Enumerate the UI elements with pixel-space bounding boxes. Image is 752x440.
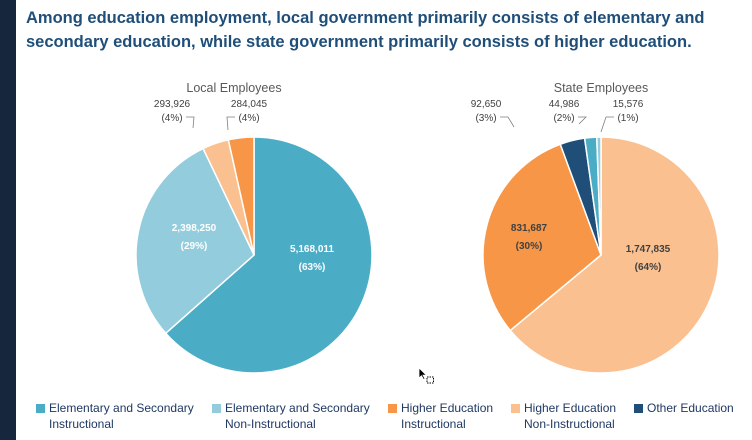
state-slice-elementary-and-secondary-non-instructional — [595, 136, 602, 256]
state-value-label: 92,650 — [471, 99, 502, 110]
local-percent-label: (29%) — [181, 241, 208, 252]
state-slice-higher-education-non-instructional — [509, 136, 720, 374]
state-value-label: 1,747,835 — [626, 244, 671, 255]
mouse-cursor-icon — [418, 367, 434, 384]
state-pie: 1,747,835 (64%) 831,687 (30%) 92,650 (3%) 44,9… — [471, 99, 720, 374]
local-value-label: 293,926 — [154, 99, 191, 110]
legend-swatch — [388, 404, 397, 413]
legend-swatch — [511, 404, 520, 413]
state-value-label: 15,576 — [613, 99, 644, 110]
state-percent-label: (1%) — [617, 113, 638, 124]
headline: Among education employment, local govern… — [26, 6, 742, 54]
local-pie: 5,168,011 (63%) 2,398,250 (29%) 293,926 (4%) 2… — [135, 99, 373, 374]
legend-label-line2: Non-Instructional — [524, 417, 615, 431]
state-pie-title: State Employees — [554, 81, 649, 95]
local-value-label: 5,168,011 — [290, 244, 334, 255]
legend-label-line1: Higher Education — [401, 401, 494, 415]
legend-label-line2: Instructional — [401, 417, 466, 431]
legend-label-line1: Other Education — [647, 401, 734, 415]
local-leader-line — [226, 116, 235, 131]
local-value-label: 2,398,250 — [172, 223, 217, 234]
legend-label-line2: Non-Instructional — [225, 417, 316, 431]
state-leader-line — [600, 116, 614, 133]
local-slice-elementary-and-secondary-instructional — [164, 136, 373, 374]
local-percent-label: (4%) — [238, 113, 259, 124]
headline-line-2: secondary education, while state governm… — [26, 33, 692, 51]
legend-label-line1: Elementary and Secondary — [49, 401, 194, 415]
slide: Among education employment, local govern… — [16, 0, 752, 440]
legend-label-line1: Elementary and Secondary — [225, 401, 370, 415]
legend-label-line1: Higher Education — [524, 401, 617, 415]
state-leader-line — [500, 116, 515, 128]
state-slice-higher-education-instructional — [482, 143, 602, 332]
state-leader-line — [578, 116, 587, 125]
state-percent-label: (2%) — [553, 113, 574, 124]
headline-line-1: Among education employment, local govern… — [26, 9, 705, 27]
local-value-label: 284,045 — [231, 99, 268, 110]
local-pie-title: Local Employees — [186, 81, 281, 95]
legend-swatch — [634, 404, 643, 413]
state-percent-label: (3%) — [475, 113, 496, 124]
local-percent-label: (63%) — [299, 262, 326, 273]
local-leader-line — [186, 116, 195, 129]
legend-swatch — [212, 404, 221, 413]
local-slice-higher-education-instructional — [227, 136, 255, 256]
state-value-label: 44,986 — [549, 99, 580, 110]
legend-label-line2: Instructional — [49, 417, 114, 431]
pie-charts: Local Employees 5,168,011 (63%) 2,398,250 (… — [135, 81, 720, 374]
local-percent-label: (4%) — [161, 113, 182, 124]
state-value-label: 831,687 — [511, 223, 548, 234]
state-percent-label: (64%) — [635, 262, 662, 273]
state-percent-label: (30%) — [516, 241, 543, 252]
legend-swatch — [36, 404, 45, 413]
